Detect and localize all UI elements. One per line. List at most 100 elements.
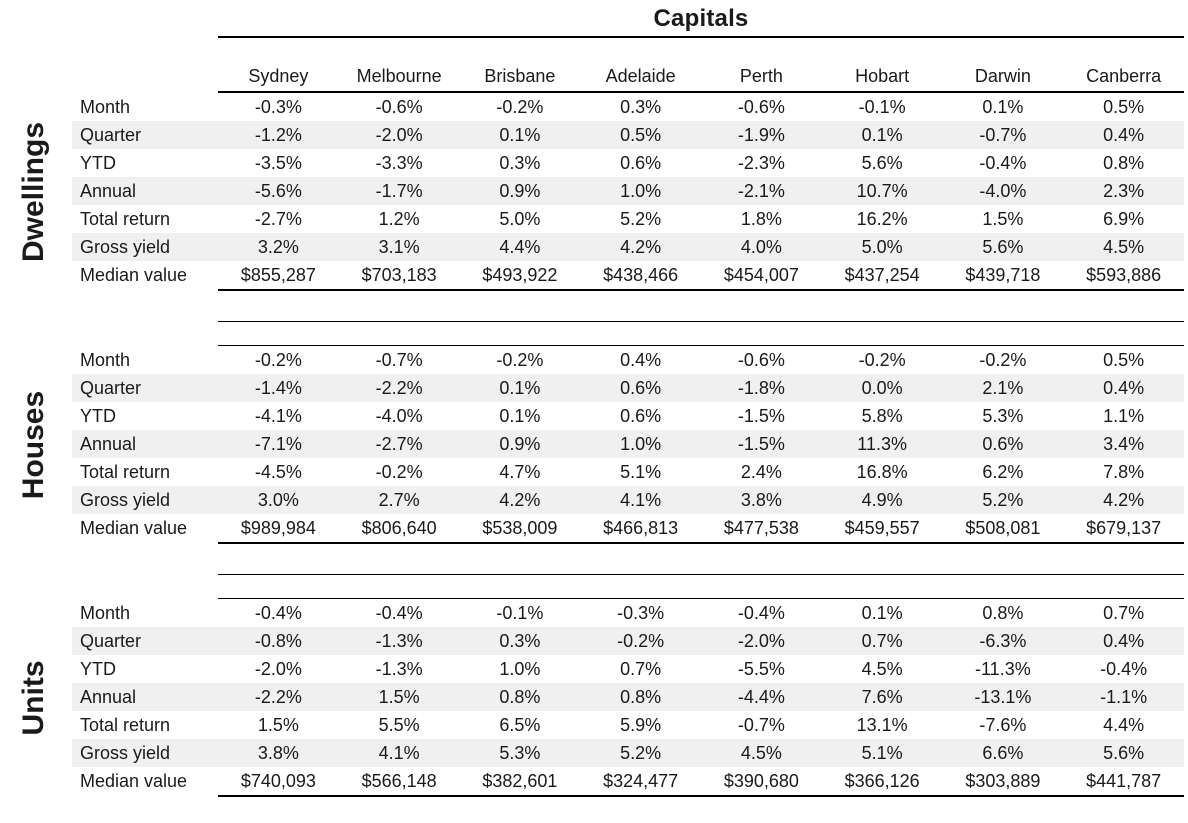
data-cell: 0.1%	[982, 97, 1024, 117]
data-cell: $493,922	[482, 265, 558, 285]
column-header-row: Sydney Melbourne Brisbane Adelaide Perth Hoba…	[72, 61, 1184, 93]
data-cell: 5.2%	[620, 743, 662, 763]
row-cells: -7.1% -2.7% 0.9% 1.0% -1.5% 11.3% 0.6% 3.4%	[218, 430, 1184, 458]
data-cell: 4.4%	[1103, 715, 1145, 735]
row-label: Gross yield	[80, 743, 171, 763]
data-cell: -0.8%	[254, 631, 302, 651]
data-cell: 4.2%	[620, 237, 662, 257]
row-label: Annual	[80, 687, 137, 707]
section-label-dwellings: Dwellings	[17, 121, 50, 263]
data-cell: 0.3%	[499, 153, 541, 173]
data-cell: $390,680	[723, 771, 799, 791]
section-houses: Houses Month -0.2% -0.7% -0.2% 0.4% -0.6% -0.2%…	[0, 346, 1188, 544]
data-cell: 5.9%	[620, 715, 662, 735]
column-header-adelaide: Adelaide	[605, 66, 676, 86]
data-cell: 7.6%	[861, 687, 903, 707]
row-cells: 3.2% 3.1% 4.4% 4.2% 4.0% 5.0% 5.6% 4.5%	[218, 233, 1184, 261]
data-cell: -0.6%	[375, 97, 423, 117]
data-cell: 0.9%	[499, 434, 541, 454]
row-cells: -2.7% 1.2% 5.0% 5.2% 1.8% 16.2% 1.5% 6.9%	[218, 205, 1184, 233]
data-cell: 0.5%	[1103, 97, 1145, 117]
data-cell: 0.3%	[620, 97, 662, 117]
data-cell: 1.5%	[378, 687, 420, 707]
data-cell: $303,889	[965, 771, 1041, 791]
data-cell: 0.5%	[620, 125, 662, 145]
data-cell: $439,718	[965, 265, 1041, 285]
row-cells: -0.8% -1.3% 0.3% -0.2% -2.0% 0.7% -6.3% 0.4%	[218, 627, 1184, 655]
data-cell: 0.7%	[861, 631, 903, 651]
row-label: Quarter	[80, 378, 142, 398]
row-label: Quarter	[80, 631, 142, 651]
row-label: Month	[80, 350, 131, 370]
data-cell: 1.0%	[620, 434, 662, 454]
data-cell: 13.1%	[856, 715, 908, 735]
data-cell: 2.3%	[1103, 181, 1145, 201]
data-cell: -0.7%	[979, 125, 1027, 145]
data-cell: 5.1%	[861, 743, 903, 763]
data-cell: 0.1%	[499, 378, 541, 398]
data-cell: 7.8%	[1103, 462, 1145, 482]
row-label: Month	[80, 603, 131, 623]
table-row: Annual -2.2% 1.5% 0.8% 0.8% -4.4% 7.6% -13.1% -1…	[72, 683, 1184, 711]
data-cell: -3.5%	[254, 153, 302, 173]
table-row: Gross yield 3.8% 4.1% 5.3% 5.2% 4.5% 5.1% 6.6% 5…	[72, 739, 1184, 767]
spacer-rule	[218, 574, 1184, 575]
row-label: Annual	[80, 434, 137, 454]
data-cell: -13.1%	[974, 687, 1032, 707]
row-cells: -2.0% -1.3% 1.0% 0.7% -5.5% 4.5% -11.3% -0.4%	[218, 655, 1184, 683]
data-cell: 2.7%	[378, 490, 420, 510]
data-cell: 11.3%	[857, 434, 907, 454]
data-cell: -2.1%	[737, 181, 785, 201]
data-cell: 0.3%	[499, 631, 541, 651]
data-cell: 1.5%	[982, 209, 1024, 229]
row-cells: -0.4% -0.4% -0.1% -0.3% -0.4% 0.1% 0.8% 0.7%	[218, 599, 1184, 627]
data-cell: $703,183	[361, 265, 437, 285]
data-cell: -0.2%	[979, 350, 1027, 370]
data-cell: 5.5%	[378, 715, 420, 735]
data-cell: 5.8%	[861, 406, 903, 426]
row-cells: -2.2% 1.5% 0.8% 0.8% -4.4% 7.6% -13.1% -1.1%	[218, 683, 1184, 711]
data-cell: 1.0%	[499, 659, 541, 679]
row-label: Annual	[80, 181, 137, 201]
data-cell: $459,557	[844, 518, 920, 538]
data-cell: 4.0%	[740, 237, 782, 257]
row-cells: -0.3% -0.6% -0.2% 0.3% -0.6% -0.1% 0.1% 0.5%	[218, 93, 1184, 121]
data-cell: 4.2%	[1103, 490, 1145, 510]
data-cell: $806,640	[361, 518, 437, 538]
data-cell: -0.2%	[254, 350, 302, 370]
data-cell: -2.7%	[375, 434, 423, 454]
column-headers: Sydney Melbourne Brisbane Adelaide Perth Hoba…	[218, 61, 1184, 93]
data-cell: 3.4%	[1103, 434, 1145, 454]
data-cell: 5.0%	[499, 209, 541, 229]
data-cell: 1.0%	[620, 181, 662, 201]
data-cell: $324,477	[603, 771, 679, 791]
data-cell: -1.5%	[737, 406, 785, 426]
data-cell: $508,081	[965, 518, 1041, 538]
data-cell: -0.4%	[254, 603, 302, 623]
data-cell: -1.2%	[254, 125, 302, 145]
data-cell: $366,126	[844, 771, 920, 791]
table-row: Total return -2.7% 1.2% 5.0% 5.2% 1.8% 16.2% 1.…	[72, 205, 1184, 233]
table-row: Gross yield 3.2% 3.1% 4.4% 4.2% 4.0% 5.0% 5.6% 4…	[72, 233, 1184, 261]
column-header-melbourne: Melbourne	[356, 66, 442, 86]
data-cell: 0.8%	[1103, 153, 1145, 173]
data-cell: -0.2%	[496, 350, 544, 370]
table-row: Month -0.4% -0.4% -0.1% -0.3% -0.4% 0.1% 0.8% 0.…	[72, 599, 1184, 627]
table-row: Total return -4.5% -0.2% 4.7% 5.1% 2.4% 16.8% 6…	[72, 458, 1184, 486]
data-cell: 0.6%	[620, 406, 662, 426]
data-cell: $740,093	[240, 771, 316, 791]
table-title-rule: Capitals	[218, 4, 1184, 38]
data-cell: 0.1%	[499, 406, 541, 426]
table-row: Annual -7.1% -2.7% 0.9% 1.0% -1.5% 11.3% 0.6% 3.…	[72, 430, 1184, 458]
data-cell: $438,466	[603, 265, 679, 285]
row-cells: -4.1% -4.0% 0.1% 0.6% -1.5% 5.8% 5.3% 1.1%	[218, 402, 1184, 430]
data-cell: 3.0%	[257, 490, 299, 510]
data-cell: -0.7%	[375, 350, 423, 370]
data-cell: -6.3%	[979, 631, 1027, 651]
data-cell: 0.6%	[620, 378, 662, 398]
row-label: Median value	[80, 771, 188, 791]
row-cells: $740,093 $566,148 $382,601 $324,477 $390,680…	[218, 767, 1184, 797]
data-cell: -0.1%	[858, 97, 906, 117]
row-label: Total return	[80, 715, 171, 735]
data-cell: 4.1%	[620, 490, 662, 510]
